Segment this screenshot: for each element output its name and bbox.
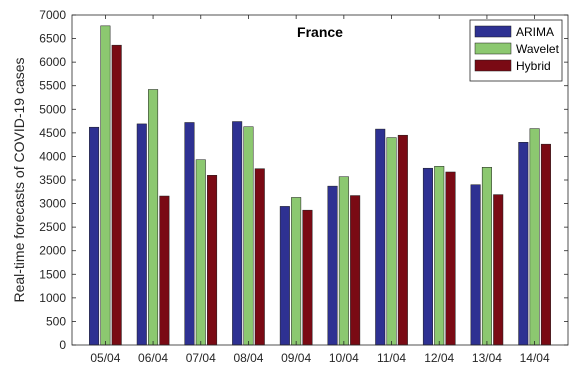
bar-arima-05-04	[89, 126, 100, 346]
y-tick-label: 2000	[39, 244, 66, 258]
bar-hybrid-14-04	[540, 143, 551, 346]
y-tick-label: 4000	[39, 149, 66, 163]
bar-arima-13-04	[470, 184, 481, 346]
y-tick-label: 5500	[39, 79, 66, 93]
bar-hybrid-11-04	[397, 134, 408, 346]
y-tick-label: 1500	[39, 267, 66, 281]
bar-arima-06-04	[136, 123, 147, 346]
bar-hybrid-13-04	[493, 194, 504, 346]
bar-wavelet-11-04	[386, 137, 397, 346]
x-tick-label: 06/04	[138, 351, 168, 365]
legend-label-arima: ARIMA	[516, 25, 554, 39]
x-tick-label: 09/04	[281, 351, 311, 365]
bar-hybrid-06-04	[159, 195, 170, 346]
bar-wavelet-10-04	[338, 176, 349, 346]
y-tick-label: 6000	[39, 55, 66, 69]
x-tick-label: 08/04	[233, 351, 263, 365]
bar-arima-07-04	[184, 122, 195, 346]
bar-hybrid-09-04	[302, 209, 313, 346]
legend: ARIMA Wavelet Hybrid	[469, 19, 563, 82]
bar-arima-11-04	[375, 128, 386, 346]
bar-hybrid-05-04	[111, 44, 122, 346]
x-tick-label: 14/04	[520, 351, 550, 365]
ticks-group: 0 500 1000 1500 2000 2500 3000 3500 4000 4500 5000…	[39, 8, 568, 365]
bar-arima-08-04	[232, 121, 243, 346]
y-tick-label: 6500	[39, 32, 66, 46]
bar-hybrid-12-04	[445, 171, 456, 346]
bar-wavelet-14-04	[529, 128, 540, 346]
bar-wavelet-09-04	[291, 197, 302, 346]
y-tick-label: 3000	[39, 197, 66, 211]
bar-wavelet-08-04	[243, 126, 254, 346]
y-tick-label: 4500	[39, 126, 66, 140]
legend-label-hybrid: Hybrid	[516, 59, 551, 73]
y-tick-label: 5000	[39, 102, 66, 116]
legend-swatch-wavelet	[474, 42, 512, 55]
bar-hybrid-10-04	[350, 195, 361, 346]
x-tick-label: 10/04	[329, 351, 359, 365]
bar-wavelet-13-04	[481, 167, 492, 346]
bar-wavelet-06-04	[148, 89, 159, 346]
x-tick-label: 12/04	[424, 351, 454, 365]
bar-arima-09-04	[279, 206, 290, 346]
bar-arima-10-04	[327, 185, 338, 346]
bar-wavelet-05-04	[100, 25, 111, 346]
x-tick-label: 07/04	[186, 351, 216, 365]
bar-arima-14-04	[518, 142, 529, 346]
x-tick-label: 05/04	[90, 351, 120, 365]
bar-wavelet-12-04	[434, 166, 445, 346]
plot-frame	[71, 14, 569, 346]
y-tick-label: 2500	[39, 220, 66, 234]
legend-label-wavelet: Wavelet	[516, 42, 560, 56]
y-tick-label: 7000	[39, 8, 66, 22]
chart-title: France	[297, 24, 343, 40]
legend-swatch-hybrid	[474, 59, 512, 72]
y-tick-label: 3500	[39, 173, 66, 187]
bar-hybrid-08-04	[254, 168, 265, 346]
y-tick-label: 500	[46, 314, 66, 328]
bar-hybrid-07-04	[207, 175, 218, 346]
y-axis-title: Real-time forecasts of COVID-19 cases	[11, 57, 27, 302]
y-tick-label: 0	[59, 338, 66, 352]
bar-arima-12-04	[422, 167, 433, 346]
legend-swatch-arima	[474, 25, 512, 38]
x-tick-label: 11/04	[377, 351, 406, 365]
y-tick-label: 1000	[39, 291, 66, 305]
x-tick-label: 13/04	[472, 351, 502, 365]
bar-wavelet-07-04	[195, 159, 206, 346]
